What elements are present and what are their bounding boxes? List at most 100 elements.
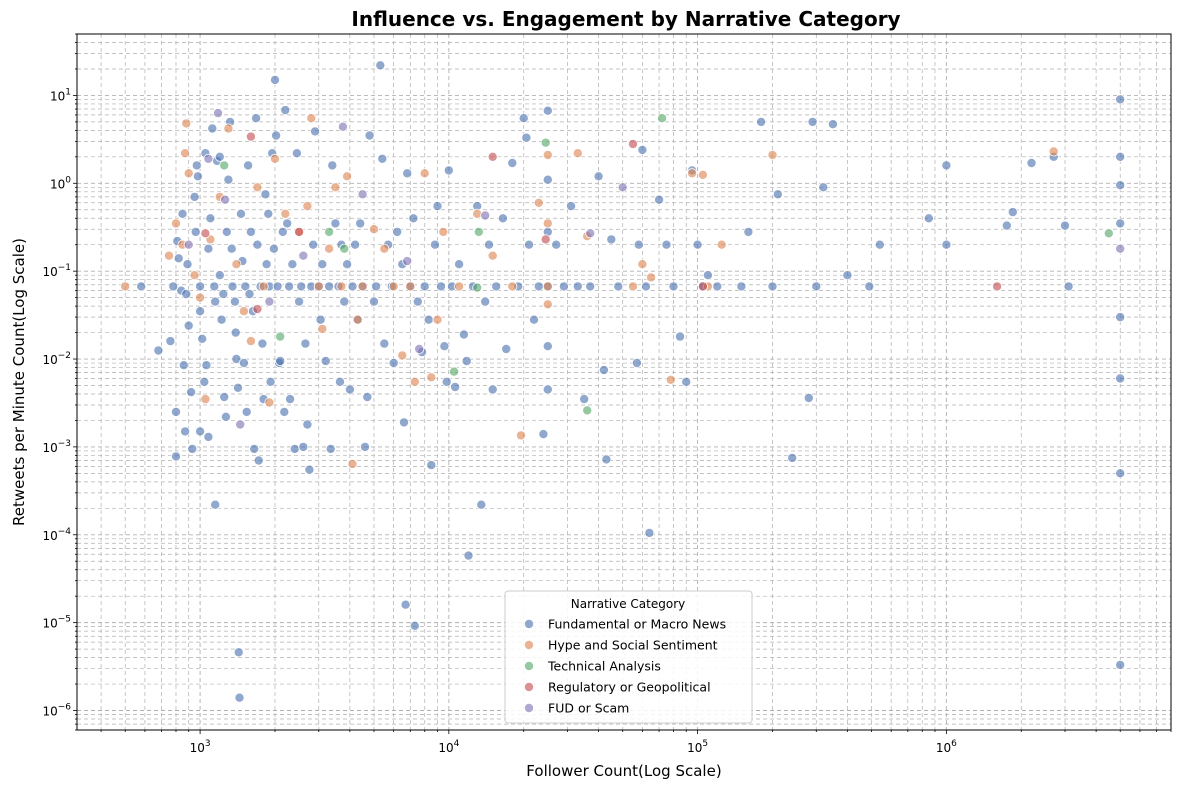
data-point xyxy=(245,131,256,142)
data-point xyxy=(324,281,335,292)
data-point xyxy=(177,208,188,219)
data-point xyxy=(170,406,181,417)
data-point xyxy=(330,218,341,229)
data-point xyxy=(234,692,245,703)
x-tick-label: 103 xyxy=(190,739,211,755)
data-point xyxy=(497,213,508,224)
data-point xyxy=(487,250,498,261)
data-point xyxy=(294,226,305,237)
data-point xyxy=(579,394,590,405)
data-point xyxy=(501,343,512,354)
data-point xyxy=(524,239,535,250)
data-point xyxy=(226,243,237,254)
data-point xyxy=(392,226,403,237)
data-point xyxy=(518,113,529,124)
data-point xyxy=(1063,281,1074,292)
data-point xyxy=(337,121,348,132)
data-point xyxy=(542,174,553,185)
data-point xyxy=(192,171,203,182)
data-point xyxy=(601,454,612,465)
data-point xyxy=(687,168,698,179)
data-point xyxy=(252,239,263,250)
data-point xyxy=(238,306,249,317)
data-point xyxy=(675,331,686,342)
data-point xyxy=(325,443,336,454)
data-point xyxy=(277,226,288,237)
data-point xyxy=(327,160,338,171)
data-point xyxy=(357,189,368,200)
data-point xyxy=(429,239,440,250)
data-point xyxy=(617,182,628,193)
data-point xyxy=(235,419,246,430)
data-point xyxy=(220,411,231,422)
data-point xyxy=(212,108,223,119)
data-point xyxy=(408,213,419,224)
data-point xyxy=(426,372,437,383)
data-point xyxy=(398,417,409,428)
data-point xyxy=(339,296,350,307)
data-point xyxy=(261,259,272,270)
data-point xyxy=(180,148,191,159)
data-point xyxy=(644,527,655,538)
data-point xyxy=(336,281,347,292)
data-point xyxy=(210,499,221,510)
data-point xyxy=(454,281,465,292)
data-point xyxy=(400,599,411,610)
data-point xyxy=(439,341,450,352)
data-point xyxy=(414,343,425,354)
data-point xyxy=(231,259,242,270)
data-point xyxy=(874,239,885,250)
data-point xyxy=(1115,151,1126,162)
data-point xyxy=(628,138,639,149)
data-point xyxy=(827,119,838,130)
y-tick-label: 10−3 xyxy=(42,439,71,455)
data-point xyxy=(339,243,350,254)
data-point xyxy=(641,281,652,292)
data-point xyxy=(1048,146,1059,157)
data-point xyxy=(289,443,300,454)
data-point xyxy=(377,153,388,164)
data-point xyxy=(168,281,179,292)
legend-label: Fundamental or Macro News xyxy=(548,617,726,632)
data-point xyxy=(1115,243,1126,254)
data-point xyxy=(371,281,382,292)
data-point xyxy=(516,430,527,441)
data-point xyxy=(480,296,491,307)
legend-marker xyxy=(524,619,535,630)
data-point xyxy=(811,281,822,292)
data-point xyxy=(302,201,313,212)
data-point xyxy=(334,376,345,387)
data-point xyxy=(282,218,293,229)
data-point xyxy=(487,151,498,162)
data-point xyxy=(195,281,206,292)
data-point xyxy=(661,239,672,250)
y-tick-label: 10−2 xyxy=(42,351,71,367)
y-tick-label: 10−4 xyxy=(42,527,71,543)
x-axis-label: Follower Count(Log Scale) xyxy=(526,762,721,780)
data-point xyxy=(1001,220,1012,231)
data-point xyxy=(357,281,368,292)
data-point xyxy=(279,406,290,417)
data-point xyxy=(201,360,212,371)
data-point xyxy=(665,374,676,385)
data-point xyxy=(180,426,191,437)
data-point xyxy=(585,228,596,239)
data-point xyxy=(941,239,952,250)
data-point xyxy=(681,376,692,387)
data-point xyxy=(533,197,544,208)
data-point xyxy=(275,331,286,342)
legend-marker xyxy=(524,661,535,672)
data-point xyxy=(221,226,232,237)
data-point xyxy=(183,168,194,179)
data-point xyxy=(310,126,321,137)
data-point xyxy=(205,213,216,224)
data-point xyxy=(542,384,553,395)
data-point xyxy=(1115,373,1126,384)
data-point xyxy=(412,296,423,307)
data-point xyxy=(200,228,211,239)
data-point xyxy=(491,281,502,292)
data-point xyxy=(533,281,544,292)
data-point xyxy=(120,281,131,292)
data-point xyxy=(538,429,549,440)
data-point xyxy=(191,160,202,171)
